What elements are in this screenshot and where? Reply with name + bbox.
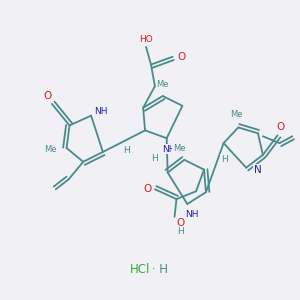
Text: · H: · H (148, 263, 168, 276)
Text: O: O (276, 122, 285, 132)
Text: Me: Me (45, 145, 57, 154)
Text: NH: NH (162, 145, 175, 154)
Text: H: H (177, 227, 184, 236)
Text: H: H (151, 154, 158, 163)
Text: Me: Me (157, 80, 169, 89)
Text: Me: Me (230, 110, 243, 119)
Text: O: O (177, 52, 185, 62)
Text: H: H (124, 146, 130, 154)
Text: HO: HO (139, 34, 153, 43)
Text: HCl: HCl (130, 263, 150, 276)
Text: O: O (176, 218, 184, 228)
Text: NH: NH (185, 210, 199, 219)
Text: O: O (44, 91, 52, 101)
Text: NH: NH (94, 107, 108, 116)
Text: H: H (221, 155, 228, 164)
Text: O: O (143, 184, 151, 194)
Text: Me: Me (173, 143, 186, 152)
Text: N: N (254, 165, 262, 175)
